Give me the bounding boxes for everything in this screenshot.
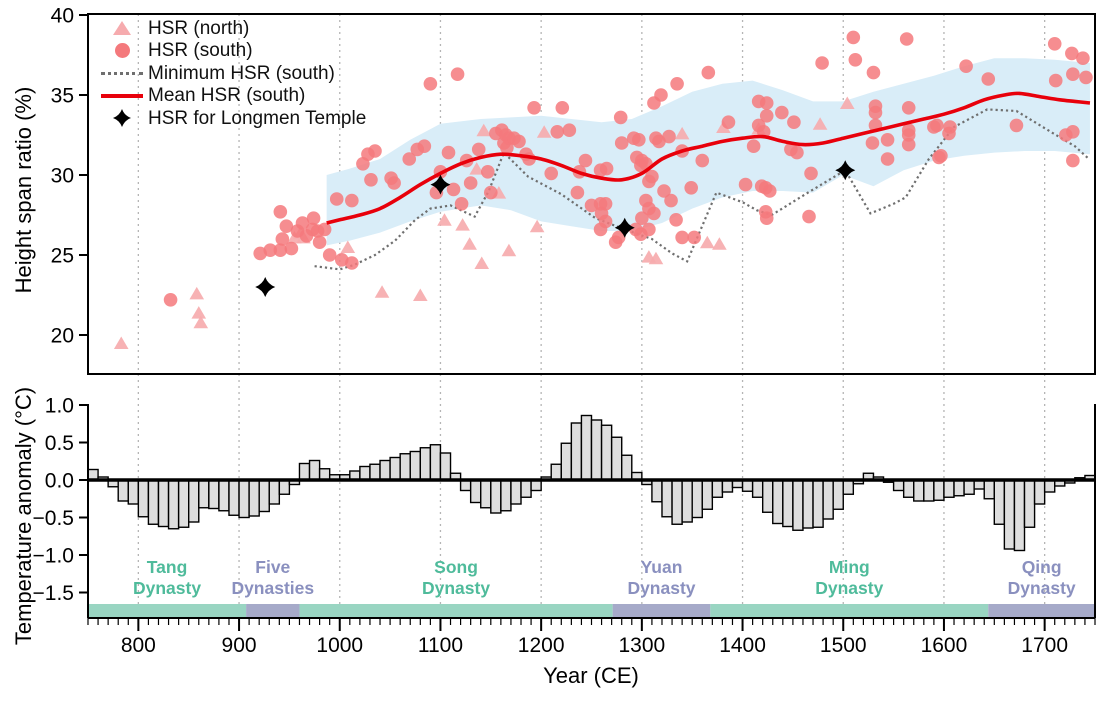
year-tick-label: 1700 [1021, 634, 1068, 657]
hsr-y-axis: 20 25 30 35 40 [51, 5, 1096, 375]
legend-item-hsr-north: HSR (north) [96, 17, 366, 40]
temp-y-axis-label: Temperature anomaly (°C) [11, 386, 36, 646]
hsr-tick-label: 25 [51, 245, 74, 268]
dynasty-label-tang: Tang Dynasty [133, 557, 201, 598]
century-gridlines [137, 14, 1046, 618]
year-tick-label: 1200 [518, 634, 565, 657]
hsr-tick-label: 20 [51, 325, 74, 348]
year-tick-label: 1000 [316, 634, 363, 657]
legend-item-minimum-hsr: Minimum HSR (south) [96, 62, 366, 85]
hsr-band [326, 58, 1090, 246]
x-axis-label: Year (CE) [543, 663, 639, 688]
legend: HSR (north) HSR (south) Minimum HSR (sou… [96, 17, 366, 130]
temp-tick-label: 1.0 [45, 395, 74, 418]
four-pointed-star-icon [96, 107, 148, 129]
dynasty-label-qing: Qing Dynasty [1008, 557, 1076, 598]
legend-item-hsr-south: HSR (south) [96, 40, 366, 63]
mean-hsr-line [326, 91, 1091, 225]
dynasty-label-yuan: Yuan Dynasty [627, 557, 695, 598]
year-tick-label: 800 [121, 634, 156, 657]
legend-label: HSR (north) [148, 17, 250, 39]
hsr-tick-label: 30 [51, 165, 74, 188]
circle-marker-icon [96, 43, 148, 59]
legend-label: HSR (south) [148, 40, 253, 62]
year-tick-label: 1400 [719, 634, 766, 657]
legend-label: Mean HSR (south) [148, 85, 306, 107]
triangle-marker-icon [96, 21, 148, 36]
hsr-tick-label: 40 [51, 5, 74, 28]
year-tick-label: 1600 [921, 634, 968, 657]
hsr-y-axis-label: Height span ratio (%) [11, 86, 36, 294]
legend-label: Minimum HSR (south) [148, 62, 335, 84]
dynasty-band: Tang Dynasty Five Dynasties Song Dynasty Yuan D… [88, 557, 1095, 617]
hsr-tick-label: 35 [51, 85, 74, 108]
legend-label: HSR for Longmen Temple [148, 107, 367, 129]
temp-tick-label: 0.0 [45, 470, 74, 493]
longmen-temple-markers [255, 160, 856, 297]
x-axis: 800 900 1000 1100 1200 1300 1400 1500 1600 1700 [87, 617, 1096, 657]
temp-tick-label: −1.0 [33, 545, 74, 568]
temp-tick-label: 0.5 [45, 432, 74, 455]
dynasty-label-five: Five Dynasties [231, 557, 314, 598]
temp-tick-label: −0.5 [33, 507, 74, 530]
temp-y-axis: 1.0 0.5 0.0 −0.5 −1.0 −1.5 [33, 395, 1096, 618]
red-line-icon [96, 93, 148, 98]
dotted-line-icon [96, 71, 148, 75]
year-tick-label: 900 [222, 634, 257, 657]
legend-item-mean-hsr: Mean HSR (south) [96, 85, 366, 108]
year-tick-label: 1100 [418, 634, 463, 657]
dynasty-label-ming: Ming Dynasty [815, 557, 883, 598]
year-tick-label: 1300 [618, 634, 665, 657]
legend-item-longmen: HSR for Longmen Temple [96, 107, 366, 130]
year-tick-label: 1500 [820, 634, 867, 657]
temp-tick-label: −1.5 [33, 582, 74, 605]
dynasty-label-song: Song Dynasty [422, 557, 490, 598]
